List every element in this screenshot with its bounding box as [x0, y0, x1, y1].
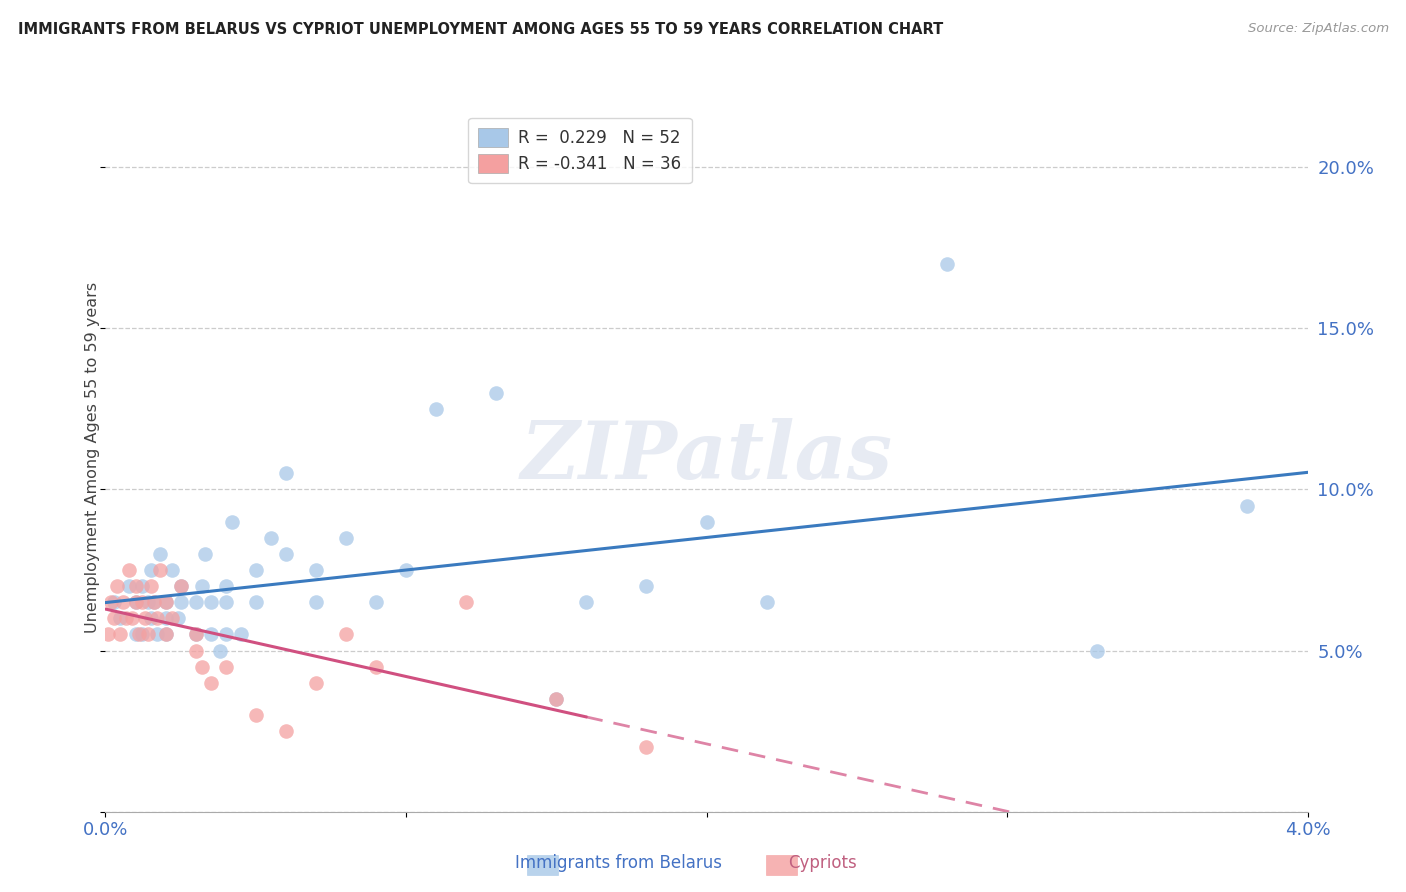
Point — [155, 595, 177, 609]
Text: ZIPatlas: ZIPatlas — [520, 418, 893, 496]
Point — [200, 675, 222, 690]
Point — [103, 595, 125, 609]
Text: IMMIGRANTS FROM BELARUS VS CYPRIOT UNEMPLOYMENT AMONG AGES 55 TO 59 YEARS CORREL: IMMIGRANTS FROM BELARUS VS CYPRIOT UNEMP… — [18, 22, 943, 37]
Point — [118, 563, 141, 577]
Point — [184, 627, 207, 641]
Point — [335, 531, 357, 545]
Point — [184, 643, 207, 657]
Point — [260, 531, 283, 545]
Point — [110, 611, 132, 625]
Point — [124, 595, 146, 609]
Point — [103, 611, 125, 625]
Point — [124, 579, 146, 593]
Point — [97, 627, 120, 641]
Point — [155, 611, 177, 625]
Point — [128, 627, 150, 641]
Y-axis label: Unemployment Among Ages 55 to 59 years: Unemployment Among Ages 55 to 59 years — [84, 282, 100, 632]
Point — [118, 579, 141, 593]
Point — [1236, 499, 1258, 513]
Point — [425, 401, 447, 416]
Point — [112, 595, 135, 609]
Point — [134, 611, 156, 625]
Point — [245, 708, 267, 723]
Point — [636, 740, 658, 755]
Point — [169, 579, 191, 593]
Legend: R =  0.229   N = 52, R = -0.341   N = 36: R = 0.229 N = 52, R = -0.341 N = 36 — [468, 118, 692, 183]
Point — [121, 611, 143, 625]
Point — [274, 547, 297, 561]
Point — [200, 627, 222, 641]
Point — [274, 467, 297, 481]
Point — [184, 627, 207, 641]
Point — [160, 563, 183, 577]
Point — [214, 595, 236, 609]
Point — [142, 595, 165, 609]
Point — [335, 627, 357, 641]
Point — [142, 595, 165, 609]
Point — [155, 627, 177, 641]
Point — [274, 724, 297, 739]
Point — [139, 579, 162, 593]
Point — [107, 579, 129, 593]
Point — [229, 627, 252, 641]
Point — [485, 385, 508, 400]
Point — [169, 579, 191, 593]
Point — [131, 595, 153, 609]
Point — [214, 627, 236, 641]
Point — [160, 611, 183, 625]
Point — [155, 595, 177, 609]
Text: Cypriots: Cypriots — [789, 855, 856, 872]
Point — [110, 627, 132, 641]
Point — [546, 692, 568, 706]
Point — [184, 595, 207, 609]
Point — [1085, 643, 1108, 657]
Point — [364, 659, 387, 673]
Point — [575, 595, 598, 609]
Text: Source: ZipAtlas.com: Source: ZipAtlas.com — [1249, 22, 1389, 36]
Point — [190, 579, 212, 593]
Point — [305, 595, 328, 609]
Text: Immigrants from Belarus: Immigrants from Belarus — [515, 855, 723, 872]
Point — [148, 547, 170, 561]
Point — [395, 563, 418, 577]
Point — [115, 611, 138, 625]
Point — [169, 595, 191, 609]
Point — [454, 595, 477, 609]
Point — [364, 595, 387, 609]
Point — [124, 627, 146, 641]
Point — [214, 579, 236, 593]
Point — [245, 563, 267, 577]
Point — [214, 659, 236, 673]
Point — [194, 547, 217, 561]
Point — [155, 627, 177, 641]
Point — [305, 675, 328, 690]
Point — [148, 563, 170, 577]
Point — [936, 257, 959, 271]
Point — [136, 627, 159, 641]
Point — [221, 515, 243, 529]
Point — [190, 659, 212, 673]
Point — [755, 595, 778, 609]
Point — [145, 611, 167, 625]
Point — [136, 595, 159, 609]
Point — [208, 643, 231, 657]
Point — [139, 563, 162, 577]
Point — [139, 611, 162, 625]
Point — [305, 563, 328, 577]
Point — [245, 595, 267, 609]
Point — [100, 595, 122, 609]
Point — [131, 579, 153, 593]
Point — [546, 692, 568, 706]
Point — [636, 579, 658, 593]
Point — [200, 595, 222, 609]
Point — [166, 611, 188, 625]
Point — [124, 595, 146, 609]
Point — [145, 627, 167, 641]
Point — [131, 627, 153, 641]
Point — [696, 515, 718, 529]
